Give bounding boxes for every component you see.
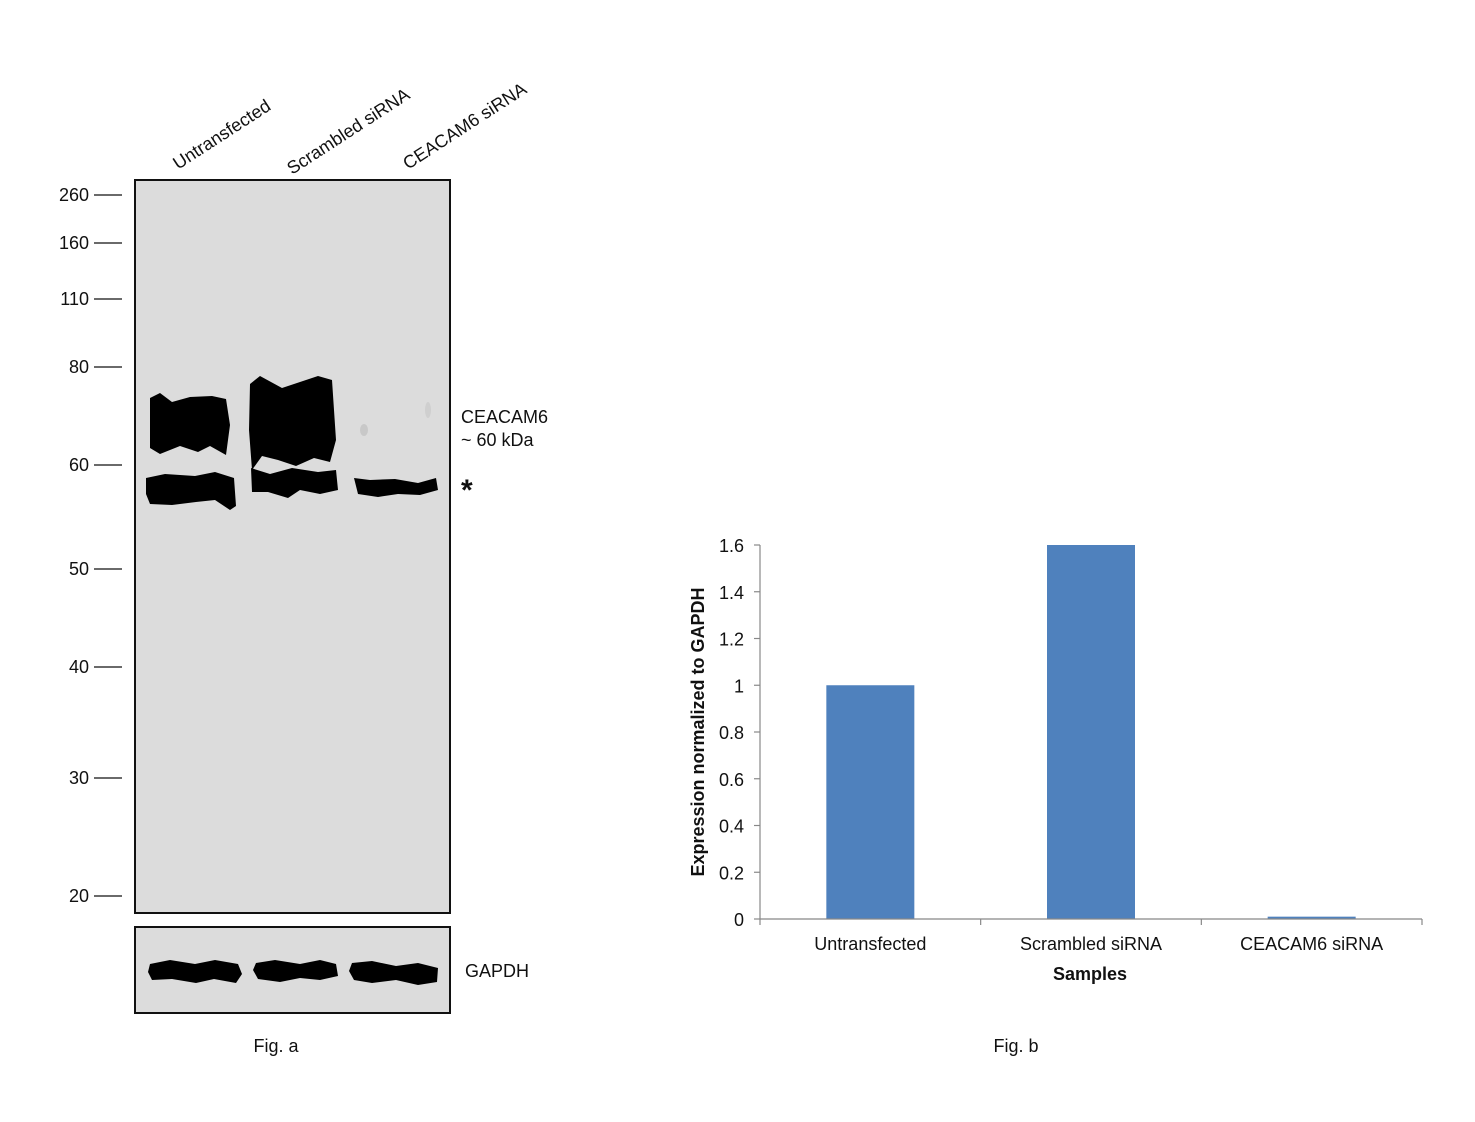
y-tick-label: 1.2 <box>719 630 744 650</box>
x-tick-label: Untransfected <box>814 934 926 954</box>
marker-label: 260 <box>59 185 89 205</box>
marker-label: 20 <box>69 886 89 906</box>
y-axis-title: Expression normalized to GAPDH <box>688 587 708 876</box>
band-lane3-lower <box>354 478 438 497</box>
y-tick-label: 1.4 <box>719 583 744 603</box>
y-axis: 0 0.2 0.4 0.6 0.8 1 1.2 1.4 1.6 <box>719 536 761 930</box>
band-label-size: ~ 60 kDa <box>461 430 535 450</box>
y-tick-label: 1.6 <box>719 536 744 556</box>
faint-smudge <box>425 402 431 418</box>
y-tick-label: 0 <box>734 910 744 930</box>
lane-label-ceacam6-sirna: CEACAM6 siRNA <box>399 79 530 174</box>
fig-a-caption: Fig. a <box>253 1036 299 1056</box>
marker-label: 40 <box>69 657 89 677</box>
bar-2 <box>1267 916 1356 919</box>
bar-chart: 0 0.2 0.4 0.6 0.8 1 1.2 1.4 1.6 Untransfected Scr… <box>688 536 1423 1056</box>
band-lane2-lower <box>251 468 338 498</box>
bar-0 <box>826 685 915 919</box>
x-axis-title: Samples <box>1053 964 1127 984</box>
marker-label: 30 <box>69 768 89 788</box>
band-lane1-upper <box>150 393 230 455</box>
nonspecific-band-asterisk: * <box>461 474 473 507</box>
gapdh-label: GAPDH <box>465 961 529 981</box>
y-tick-label: 0.6 <box>719 770 744 790</box>
main-blot <box>134 179 451 914</box>
x-tick-label: Scrambled siRNA <box>1020 934 1162 954</box>
faint-smudge <box>360 424 368 436</box>
gapdh-band-lane2 <box>253 960 338 982</box>
bars <box>826 545 1356 919</box>
y-tick-label: 0.2 <box>719 863 744 883</box>
marker-label: 50 <box>69 559 89 579</box>
ceacam6-bands <box>146 376 438 510</box>
fig-b-caption: Fig. b <box>993 1036 1038 1056</box>
band-label-name: CEACAM6 <box>461 407 548 427</box>
bar-1 <box>1047 545 1135 919</box>
y-tick-label: 1 <box>734 676 744 696</box>
western-blot-panel: Untransfected Scrambled siRNA CEACAM6 si… <box>59 79 548 1056</box>
lane-label-scrambled: Scrambled siRNA <box>283 84 413 178</box>
marker-label: 80 <box>69 357 89 377</box>
y-tick-label: 0.4 <box>719 817 744 837</box>
gapdh-band-lane3 <box>349 961 438 985</box>
band-lane1-lower <box>146 472 236 510</box>
y-tick-label: 0.8 <box>719 723 744 743</box>
lane-label-untransfected: Untransfected <box>169 96 274 174</box>
marker-label: 60 <box>69 455 89 475</box>
band-lane2-upper <box>249 376 336 470</box>
marker-label: 110 <box>60 289 89 309</box>
molecular-weight-markers: 260 160 110 80 60 50 40 30 20 <box>59 185 122 906</box>
x-axis: Untransfected Scrambled siRNA CEACAM6 siRN… <box>759 918 1423 954</box>
marker-label: 160 <box>59 233 89 253</box>
x-tick-label: CEACAM6 siRNA <box>1240 934 1383 954</box>
gapdh-band-lane1 <box>148 960 242 983</box>
